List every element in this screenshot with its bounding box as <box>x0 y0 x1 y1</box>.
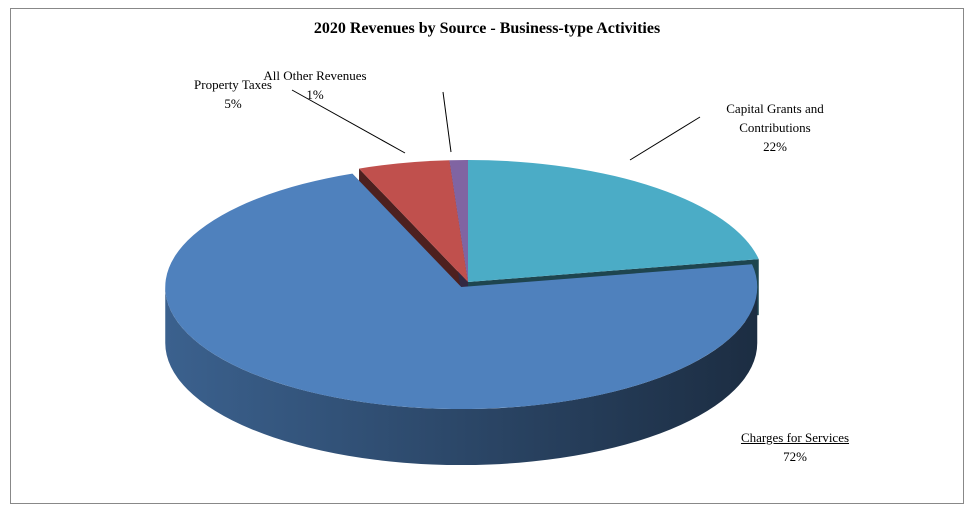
slice-label: Property Taxes <box>194 77 272 92</box>
leader-line <box>291 89 406 154</box>
slice-label: All Other Revenues <box>263 68 367 83</box>
pie-slice <box>359 160 468 282</box>
pie-slice <box>449 160 468 282</box>
slice-side <box>165 287 758 466</box>
chart-title: 2020 Revenues by Source - Business-type … <box>313 20 661 37</box>
slice-value-label: 1% <box>306 87 324 102</box>
pie-slice <box>468 160 759 282</box>
slice-value-label: 72% <box>783 449 807 464</box>
leader-line <box>442 91 452 153</box>
slice-label: Capital Grants and Contributions <box>726 101 824 135</box>
pie-slice <box>165 173 758 410</box>
leader-line <box>629 116 701 161</box>
slice-value-label: 5% <box>224 96 242 111</box>
slice-value-label: 22% <box>763 139 787 154</box>
slice-label: Charges for Services <box>740 430 850 445</box>
